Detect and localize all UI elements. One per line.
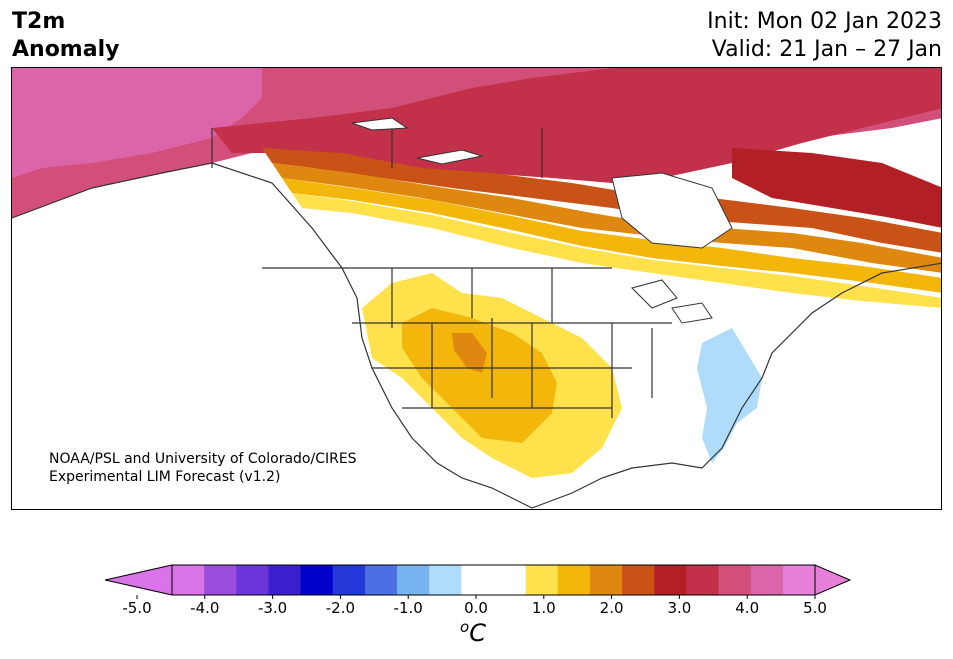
- colorbar-swatch: [557, 565, 591, 595]
- colorbar-tick-label: -1.0: [394, 599, 423, 617]
- colorbar-tick-label: 3.0: [667, 599, 691, 617]
- map-title: T2m Anomaly: [12, 8, 119, 64]
- forecast-dates: Init: Mon 02 Jan 2023 Valid: 21 Jan – 27…: [707, 8, 942, 64]
- anomaly-region-southwest-2: [452, 333, 487, 373]
- colorbar-under-arrow: [104, 564, 173, 596]
- credit-line-2: Experimental LIM Forecast (v1.2): [49, 469, 281, 485]
- state-lines-horizontal: [352, 322, 672, 409]
- valid-range: Valid: 21 Jan – 27 Jan: [711, 37, 942, 62]
- colorbar-frame: [171, 564, 816, 596]
- map-svg: [12, 68, 941, 509]
- title-line-2: Anomaly: [12, 37, 120, 62]
- province-lines: [211, 128, 543, 178]
- anomaly-region-southeast-cold: [697, 328, 762, 463]
- anomaly-region-warm-1: [292, 193, 941, 308]
- colorbar-swatch: [750, 565, 784, 595]
- colorbar-swatch: [525, 565, 559, 595]
- anomaly-region-southwest-1-5: [402, 308, 557, 443]
- anomaly-region-warm-2: [272, 163, 941, 273]
- colorbar-swatch: [172, 565, 205, 595]
- borders: [12, 128, 941, 509]
- colorbar-swatch: [268, 565, 302, 595]
- colorbar-tick-label: -2.0: [326, 599, 355, 617]
- unit-symbol: C: [469, 619, 486, 647]
- colorbar-swatch: [397, 565, 430, 595]
- title-line-1: T2m: [12, 9, 66, 34]
- colorbar-swatch: [622, 565, 655, 595]
- colorbar: -5.0 -4.0 -3.0 -2.0 -1.0 0.0 1.0 2.0 3.0 4.0 5.0: [100, 560, 855, 620]
- anomaly-map: [11, 67, 942, 510]
- colorbar-swatch: [782, 565, 816, 595]
- anomaly-region-warm-3-east: [732, 148, 941, 228]
- great-slave-lake: [416, 149, 483, 165]
- colorbar-tick-label: -3.0: [258, 599, 287, 617]
- water-bodies: [351, 117, 733, 324]
- east-coastline: [531, 262, 941, 509]
- credit-line-1: NOAA/PSL and University of Colorado/CIRE…: [49, 451, 357, 467]
- colorbar-tick-label: 5.0: [803, 599, 827, 617]
- colorbar-tick-label: -5.0: [122, 599, 151, 617]
- colorbar-tick-label: 4.0: [735, 599, 759, 617]
- hudson-bay: [611, 172, 733, 249]
- colorbar-swatch: [300, 565, 334, 595]
- colorbar-swatch: [332, 565, 366, 595]
- colorbar-unit-label: oC: [460, 618, 486, 647]
- credit-text: NOAA/PSL and University of Colorado/CIRE…: [49, 450, 357, 486]
- great-bear-lake: [351, 117, 409, 131]
- state-lines: [391, 268, 653, 418]
- colorbar-swatch: [718, 565, 752, 595]
- colorbar-swatch: [686, 565, 720, 595]
- colorbar-tick-label: 2.0: [600, 599, 624, 617]
- unit-degree: o: [460, 618, 470, 636]
- colorbar-tick-label: 1.0: [532, 599, 556, 617]
- colorbar-swatch: [589, 565, 623, 595]
- anomaly-region-warm-2-5: [262, 148, 941, 253]
- colorbar-swatch: [654, 565, 687, 595]
- colorbar-tick-label: -4.0: [190, 599, 219, 617]
- anomaly-region-warm-1-5: [282, 178, 941, 293]
- colorbar-swatch: [493, 565, 527, 595]
- init-date: Init: Mon 02 Jan 2023: [707, 9, 942, 34]
- great-lakes: [631, 279, 713, 324]
- colorbar-swatch: [204, 565, 237, 595]
- colorbar-swatch: [461, 565, 494, 595]
- colorbar-over-arrow: [814, 564, 852, 596]
- west-coastline: [12, 162, 533, 509]
- colorbar-svg: -5.0 -4.0 -3.0 -2.0 -1.0 0.0 1.0 2.0 3.0 4.0 5.0: [104, 564, 852, 617]
- colorbar-swatch: [236, 565, 269, 595]
- colorbar-tick-label: 0.0: [464, 599, 488, 617]
- colorbar-swatch: [429, 565, 462, 595]
- colorbar-swatch: [364, 565, 398, 595]
- anomaly-region-warm-4: [12, 68, 262, 178]
